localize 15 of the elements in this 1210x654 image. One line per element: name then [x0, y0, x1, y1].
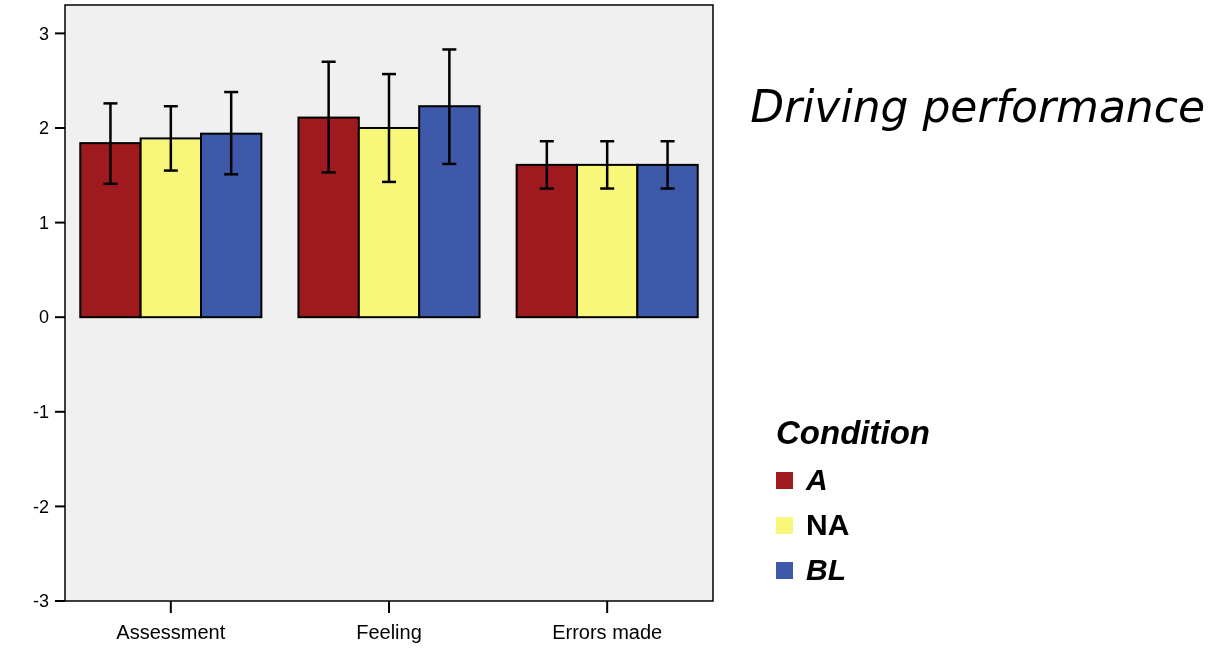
x-tick-label: Feeling [356, 621, 422, 643]
y-tick-label: 0 [38, 307, 49, 328]
x-tick-label: Assessment [116, 621, 226, 643]
legend-label: NA [806, 508, 850, 541]
legend-label: A [805, 463, 828, 496]
y-tick-label: -3 [32, 591, 49, 612]
legend-label: BL [806, 553, 846, 586]
y-tick-label: -1 [32, 402, 49, 423]
y-tick-label: 3 [38, 23, 49, 44]
y-tick-label: 2 [38, 118, 49, 139]
x-tick-label: Errors made [552, 621, 663, 643]
y-tick-label: -2 [32, 496, 49, 517]
text: Driving performance [750, 81, 1205, 132]
legend-title: Condition [776, 414, 930, 451]
y-tick-label: 1 [38, 212, 49, 233]
